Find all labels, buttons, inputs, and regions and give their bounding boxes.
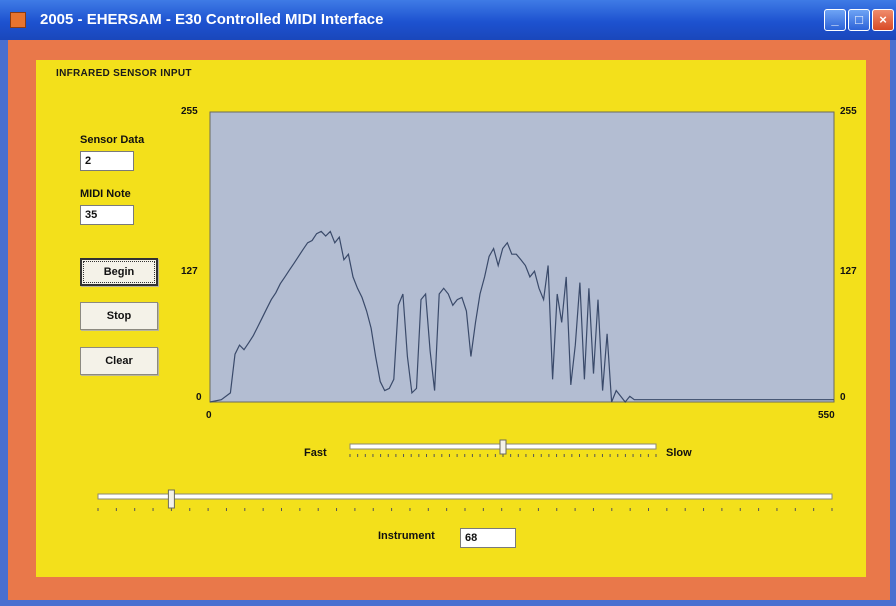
maximize-button[interactable]: □: [848, 9, 870, 31]
sensor-chart: [209, 111, 835, 403]
instrument-slider-thumb[interactable]: [167, 489, 175, 509]
y-tick-left-mid: 127: [181, 266, 198, 277]
clear-button[interactable]: Clear: [80, 347, 158, 375]
title-bar[interactable]: 2005 - EHERSAM - E30 Controlled MIDI Int…: [0, 0, 896, 40]
x-tick-end: 550: [818, 410, 835, 421]
window-title: 2005 - EHERSAM - E30 Controlled MIDI Int…: [40, 11, 384, 28]
instrument-slider-track[interactable]: [97, 493, 833, 500]
instrument-field[interactable]: 68: [460, 528, 516, 548]
sensor-data-label: Sensor Data: [80, 134, 145, 146]
midi-note-label: MIDI Note: [80, 188, 131, 200]
slow-label: Slow: [666, 447, 692, 459]
midi-note-field[interactable]: 35: [80, 205, 134, 225]
begin-button[interactable]: Begin: [80, 258, 158, 286]
group-title: INFRARED SENSOR INPUT: [56, 68, 192, 79]
app-icon: [10, 12, 26, 28]
speed-slider-thumb[interactable]: [499, 439, 507, 455]
y-tick-right-bottom: 0: [840, 392, 846, 403]
y-tick-right-mid: 127: [840, 266, 857, 277]
x-tick-start: 0: [206, 410, 212, 421]
stop-button[interactable]: Stop: [80, 302, 158, 330]
sensor-series-line: [209, 230, 834, 403]
close-button[interactable]: ×: [872, 9, 894, 31]
instrument-label: Instrument: [378, 530, 435, 542]
y-tick-left-top: 255: [181, 106, 198, 117]
instrument-slider[interactable]: [97, 489, 833, 514]
y-tick-left-bottom: 0: [196, 392, 202, 403]
speed-slider[interactable]: [349, 439, 657, 460]
minimize-button[interactable]: _: [824, 9, 846, 31]
plot-area: [209, 111, 835, 403]
sensor-data-field[interactable]: 2: [80, 151, 134, 171]
y-tick-right-top: 255: [840, 106, 857, 117]
fast-label: Fast: [304, 447, 327, 459]
